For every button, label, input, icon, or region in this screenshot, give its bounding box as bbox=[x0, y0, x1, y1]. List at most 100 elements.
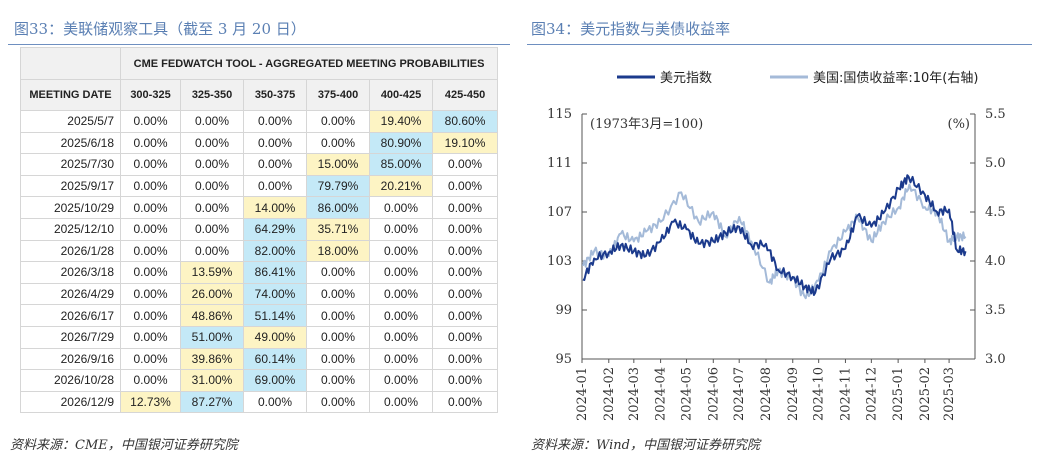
column-header-rate-400-425: 400-425 bbox=[369, 79, 433, 111]
left-y-tick-label: 95 bbox=[555, 352, 572, 367]
probability-cell: 0.00% bbox=[306, 325, 370, 349]
probability-cell: 0.00% bbox=[369, 282, 433, 306]
probability-cell: 0.00% bbox=[431, 282, 499, 306]
table-row: 2026/1/28 0.00% 0.00% 82.00% 18.00% 0.00% 0.00… bbox=[20, 239, 499, 263]
probability-cell: 85.00% bbox=[369, 153, 433, 176]
legend-label-1: 美国:国债收益率:10年(右轴) bbox=[813, 70, 978, 86]
probability-cell: 51.00% bbox=[180, 325, 244, 349]
probability-cell: 48.86% bbox=[180, 304, 244, 327]
probability-cell: 0.00% bbox=[243, 390, 307, 414]
probability-cell: 0.00% bbox=[431, 325, 499, 349]
table-row: 2025/5/7 0.00% 0.00% 0.00% 0.00% 19.40% 80.60% bbox=[20, 110, 499, 133]
probability-cell: 0.00% bbox=[306, 261, 370, 284]
x-tick-label: 2024-07 bbox=[732, 367, 747, 421]
column-header-rate-325-350: 325-350 bbox=[180, 79, 244, 111]
table-row: 2026/9/16 0.00% 39.86% 60.14% 0.00% 0.00% 0.00… bbox=[20, 347, 499, 371]
probability-cell: 51.14% bbox=[243, 304, 307, 327]
column-header-rate-350-375: 350-375 bbox=[243, 79, 307, 111]
probability-cell: 80.90% bbox=[369, 131, 433, 155]
probability-cell: 14.00% bbox=[243, 196, 307, 219]
probability-cell: 82.00% bbox=[243, 239, 307, 263]
left-y-tick-label: 99 bbox=[555, 303, 572, 318]
right-y-tick-label: 4.0 bbox=[985, 254, 1006, 269]
probability-cell: 0.00% bbox=[369, 217, 433, 241]
table-row: 2026/3/18 0.00% 13.59% 86.41% 0.00% 0.00% 0.00… bbox=[20, 261, 499, 284]
probability-cell: 20.21% bbox=[369, 174, 433, 198]
chart-series bbox=[581, 174, 967, 300]
left-figure-title: 图33：美联储观察工具（截至 3 月 20 日） bbox=[14, 20, 306, 38]
probability-cell: 0.00% bbox=[369, 304, 433, 327]
meeting-date-cell: 2025/12/10 bbox=[20, 217, 121, 241]
x-tick-label: 2025-03 bbox=[942, 367, 957, 421]
meeting-date-cell: 2026/6/17 bbox=[20, 304, 121, 327]
probability-cell: 49.00% bbox=[243, 325, 307, 349]
right-source-note: 资料来源：Wind，中国银河证券研究院 bbox=[531, 438, 760, 453]
meeting-date-cell: 2026/9/16 bbox=[20, 347, 121, 371]
x-tick-label: 2024-12 bbox=[864, 367, 879, 421]
x-tick-label: 2024-09 bbox=[786, 367, 801, 421]
right-y-tick-label: 4.5 bbox=[985, 205, 1006, 220]
meeting-date-cell: 2025/9/17 bbox=[20, 174, 121, 198]
probability-cell: 0.00% bbox=[180, 110, 244, 133]
column-header-rate-300-325: 300-325 bbox=[120, 79, 181, 111]
probability-cell: 0.00% bbox=[306, 282, 370, 306]
table-row: 2025/7/30 0.00% 0.00% 0.00% 15.00% 85.00% 0.00… bbox=[20, 153, 499, 176]
meeting-date-cell: 2026/10/28 bbox=[20, 369, 121, 392]
probability-cell: 0.00% bbox=[431, 174, 499, 198]
table-row: 2026/10/28 0.00% 31.00% 69.00% 0.00% 0.00% 0.0… bbox=[20, 369, 499, 392]
left-source-note: 资料来源：CME，中国银河证券研究院 bbox=[10, 438, 238, 453]
probability-cell: 19.40% bbox=[369, 110, 433, 133]
meeting-date-cell: 2025/5/7 bbox=[20, 110, 121, 133]
probability-cell: 0.00% bbox=[306, 131, 370, 155]
probability-cell: 0.00% bbox=[369, 369, 433, 392]
meeting-date-cell: 2026/4/29 bbox=[20, 282, 121, 306]
probability-cell: 0.00% bbox=[431, 196, 499, 219]
probability-cell: 79.79% bbox=[306, 174, 370, 198]
table-row: 2026/4/29 0.00% 26.00% 74.00% 0.00% 0.00% 0.00… bbox=[20, 282, 499, 306]
meeting-date-cell: 2026/7/29 bbox=[20, 325, 121, 349]
right-y-tick-label: 5.0 bbox=[985, 156, 1006, 171]
table-row: 2025/9/17 0.00% 0.00% 0.00% 79.79% 20.21% 0.00… bbox=[20, 174, 499, 198]
left-y-tick-label: 115 bbox=[547, 107, 572, 122]
probability-cell: 0.00% bbox=[243, 174, 307, 198]
probability-cell: 35.71% bbox=[306, 217, 370, 241]
probability-cell: 0.00% bbox=[180, 131, 244, 155]
fedwatch-table: CME FEDWATCH TOOL - AGGREGATED MEETING P… bbox=[20, 47, 499, 414]
probability-cell: 0.00% bbox=[431, 261, 499, 284]
column-header-rate-425-450: 425-450 bbox=[431, 79, 499, 111]
probability-cell: 39.86% bbox=[180, 347, 244, 371]
table-row: 2025/6/18 0.00% 0.00% 0.00% 0.00% 80.90% 19.10… bbox=[20, 131, 499, 155]
x-tick-label: 2025-02 bbox=[918, 367, 933, 421]
probability-cell: 0.00% bbox=[120, 304, 181, 327]
probability-cell: 0.00% bbox=[180, 153, 244, 176]
probability-cell: 0.00% bbox=[120, 261, 181, 284]
column-header-rate-375-400: 375-400 bbox=[306, 79, 370, 111]
probability-cell: 0.00% bbox=[431, 390, 499, 414]
probability-cell: 31.00% bbox=[180, 369, 244, 392]
chart-legend: 美元指数 美国:国债收益率:10年(右轴) bbox=[617, 70, 978, 86]
probability-cell: 0.00% bbox=[431, 304, 499, 327]
dollar-yield-line-chart: 美元指数 美国:国债收益率:10年(右轴) 95 99 103 107 111 115 3.0… bbox=[547, 70, 1006, 421]
probability-cell: 0.00% bbox=[243, 131, 307, 155]
table-body: 2025/5/7 0.00% 0.00% 0.00% 0.00% 19.40% 80.60%… bbox=[20, 110, 499, 414]
x-tick-label: 2024-01 bbox=[575, 367, 590, 421]
column-header-row: MEETING DATE 300-325 325-350 350-375 375-400… bbox=[20, 79, 499, 111]
probability-cell: 0.00% bbox=[120, 110, 181, 133]
table-row: 2026/7/29 0.00% 51.00% 49.00% 0.00% 0.00% 0.00… bbox=[20, 325, 499, 349]
probability-cell: 60.14% bbox=[243, 347, 307, 371]
table-row: 2025/12/10 0.00% 0.00% 64.29% 35.71% 0.00% 0.0… bbox=[20, 217, 499, 241]
probability-cell: 18.00% bbox=[306, 239, 370, 263]
table-row: 2026/12/9 12.73% 87.27% 0.00% 0.00% 0.00% 0.00… bbox=[20, 390, 499, 414]
right-axis-unit-annotation: (%) bbox=[948, 117, 971, 132]
probability-cell: 0.00% bbox=[431, 369, 499, 392]
left-title-rule bbox=[8, 44, 510, 45]
meeting-date-cell: 2026/12/9 bbox=[20, 390, 121, 414]
probability-cell: 0.00% bbox=[369, 347, 433, 371]
chart-axes: 95 99 103 107 111 115 3.0 3.5 4.0 4.5 5.0 5.5 2024-0… bbox=[547, 107, 1006, 421]
probability-cell: 0.00% bbox=[369, 196, 433, 219]
right-y-tick-label: 3.5 bbox=[985, 303, 1006, 318]
legend-label-0: 美元指数 bbox=[660, 71, 712, 86]
meeting-date-cell: 2025/10/29 bbox=[20, 196, 121, 219]
probability-cell: 0.00% bbox=[306, 347, 370, 371]
probability-cell: 0.00% bbox=[369, 390, 433, 414]
